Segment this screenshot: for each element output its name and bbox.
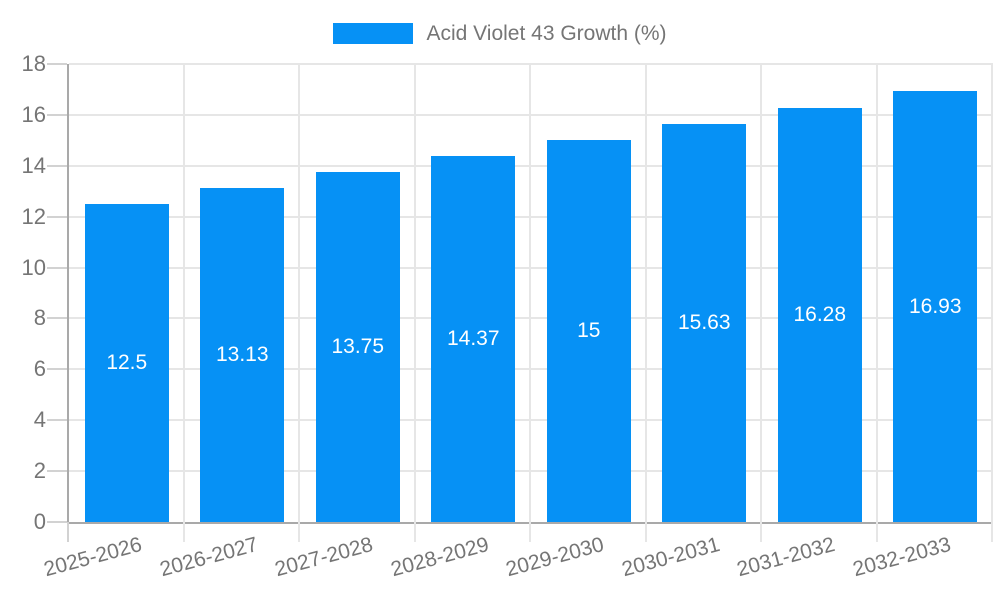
y-gridline xyxy=(69,470,993,473)
legend-label[interactable]: Acid Violet 43 Growth (%) xyxy=(426,21,667,45)
x-axis-tick-label: 2028-2029 xyxy=(388,533,492,582)
bar-value-label: 16.28 xyxy=(793,302,847,326)
bar-value-label: 13.13 xyxy=(215,342,269,366)
y-axis-tick-label: 2 xyxy=(33,458,46,484)
bar-2029-2030[interactable] xyxy=(546,140,631,522)
bar-2027-2028[interactable] xyxy=(315,172,400,522)
bar-2028-2029[interactable] xyxy=(431,156,516,522)
y-tick xyxy=(47,317,67,320)
y-axis-tick-label: 18 xyxy=(21,51,46,76)
x-axis-tick-label: 2030-2031 xyxy=(619,533,723,582)
y-axis-tick-label: 6 xyxy=(33,356,46,382)
bar-2025-2026[interactable] xyxy=(84,203,169,522)
y-gridline xyxy=(69,113,993,116)
y-tick xyxy=(47,419,67,422)
y-axis-tick-label: 8 xyxy=(33,305,46,331)
y-tick xyxy=(47,521,67,523)
y-gridline xyxy=(69,317,993,320)
legend: Acid Violet 43 Growth (%) xyxy=(0,18,1000,48)
bar-2032-2033[interactable] xyxy=(893,91,978,522)
y-tick xyxy=(47,164,67,167)
y-axis-tick-label: 12 xyxy=(21,203,46,229)
x-gridline xyxy=(875,64,878,542)
y-gridline xyxy=(69,215,993,218)
y-tick xyxy=(47,113,67,116)
bar-value-label: 14.37 xyxy=(446,327,500,351)
bar-value-label: 16.93 xyxy=(908,294,962,318)
x-gridline xyxy=(644,64,647,542)
x-gridline xyxy=(298,64,300,542)
y-axis-tick-label: 0 xyxy=(33,509,46,534)
x-axis-tick-label: 2026-2027 xyxy=(157,533,261,582)
legend-swatch-icon[interactable] xyxy=(333,22,414,44)
plot-area: 12.5 13.13 13.75 14.37 15 15.63 16.28 16.93 xyxy=(47,63,993,542)
x-gridline xyxy=(760,64,762,542)
x-axis-tick-label: 2032-2033 xyxy=(850,533,954,582)
bar-value-label: 15.63 xyxy=(677,311,731,335)
y-tick xyxy=(47,215,67,218)
plot-right-border xyxy=(991,64,993,542)
bar-value-label: 13.75 xyxy=(331,335,385,359)
y-gridline xyxy=(69,164,993,167)
y-axis-tick-label: 4 xyxy=(33,407,46,433)
x-axis-tick-label: 2025-2026 xyxy=(41,533,145,582)
x-gridline xyxy=(413,64,416,542)
x-axis-tick-label: 2029-2030 xyxy=(503,533,607,582)
x-gridline xyxy=(529,64,531,542)
bar-2031-2032[interactable] xyxy=(777,107,862,522)
x-axis-tick-label: 2031-2032 xyxy=(734,533,838,582)
x-axis-tick-label: 2027-2028 xyxy=(272,533,376,582)
y-tick xyxy=(47,63,67,65)
bar-value-label: 12.5 xyxy=(106,350,148,374)
y-gridline xyxy=(69,419,993,422)
y-axis-tick-label: 16 xyxy=(21,101,46,127)
y-tick xyxy=(47,368,67,371)
y-axis-tick-label: 14 xyxy=(21,152,46,178)
y-tick xyxy=(47,266,67,269)
bar-value-label: 15 xyxy=(577,319,601,343)
bar-2030-2031[interactable] xyxy=(662,124,747,522)
y-gridline xyxy=(69,63,993,65)
y-axis-tick-label: 10 xyxy=(21,254,46,280)
x-gridline xyxy=(182,64,185,542)
bar-2026-2027[interactable] xyxy=(200,187,285,522)
x-tick xyxy=(67,522,69,542)
y-tick xyxy=(47,470,67,473)
y-gridline xyxy=(69,266,993,269)
y-gridline xyxy=(69,368,993,371)
